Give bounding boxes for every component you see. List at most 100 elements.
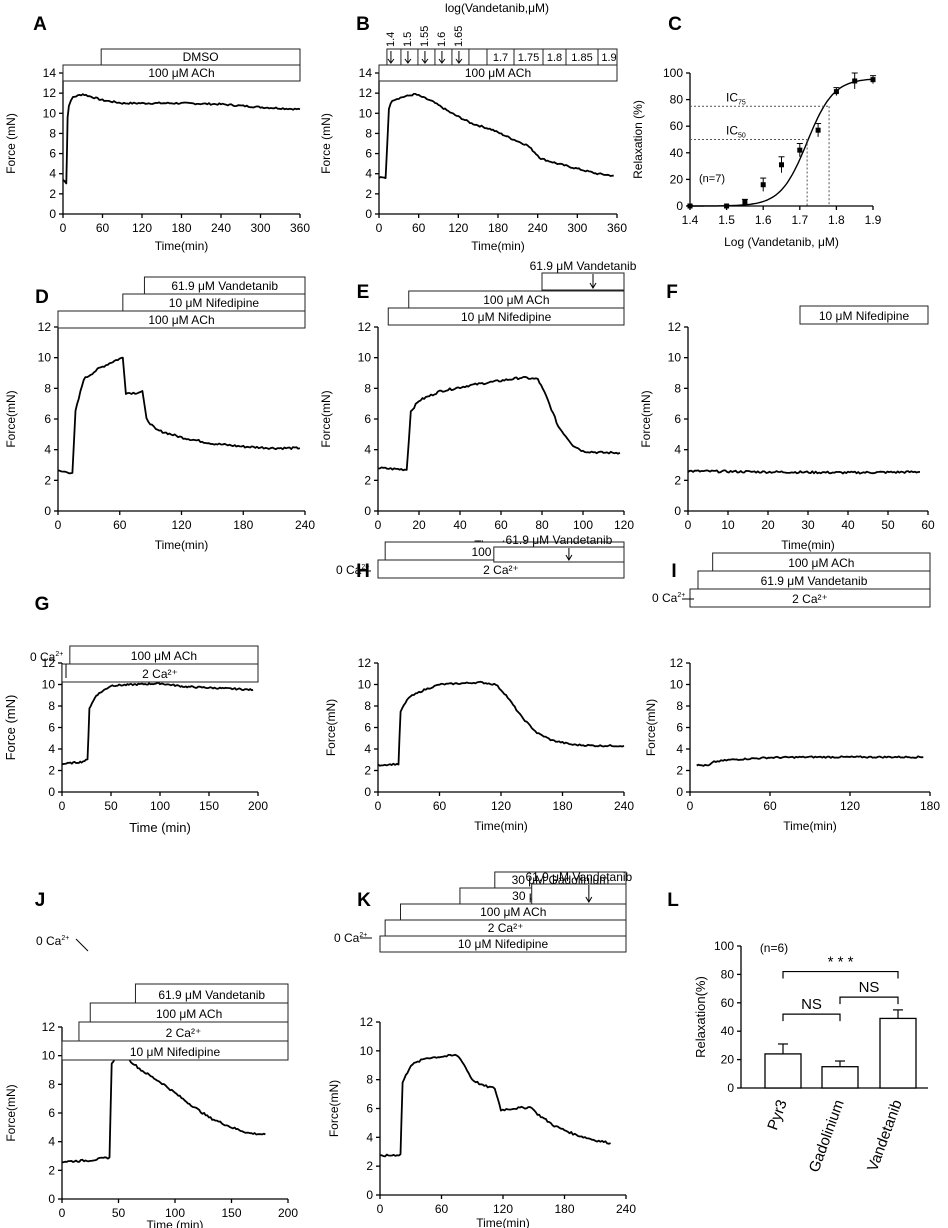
y-tick-label: 14	[359, 66, 373, 80]
ic-label: IC50	[726, 124, 746, 140]
data-point	[815, 127, 821, 133]
vandetanib-label: 61.9 μM Vandetanib	[525, 870, 632, 884]
x-tick-label: 20	[412, 518, 426, 532]
y-axis-label: Relaxation(%)	[693, 976, 708, 1058]
y-tick-label: 12	[360, 1015, 374, 1029]
y-tick-label: 4	[366, 1130, 373, 1144]
y-tick-label: 2	[366, 1159, 373, 1173]
y-axis-label: Force(mN)	[327, 1080, 341, 1137]
x-tick-label: 360	[607, 221, 627, 235]
x-tick-label: 50	[112, 1206, 126, 1220]
data-point	[742, 199, 748, 205]
y-axis-label: Force(mN)	[319, 390, 333, 447]
x-tick-label: 1.4	[682, 213, 699, 227]
treatment-bar	[689, 588, 931, 608]
data-point	[687, 203, 693, 209]
treatment-label: 2 Ca²⁺	[483, 563, 519, 577]
data-point	[724, 203, 730, 209]
y-tick-label: 0	[44, 504, 51, 518]
x-tick-label: 1.6	[755, 213, 772, 227]
y-tick-label: 8	[49, 126, 56, 140]
y-axis-label: Force(mN)	[4, 1084, 18, 1141]
y-tick-label: 8	[364, 699, 371, 713]
y-tick-label: 6	[48, 1106, 55, 1120]
x-tick-label: 40	[453, 518, 467, 532]
panel-label-G: G	[35, 594, 50, 615]
x-tick-label: 100	[165, 1206, 185, 1220]
zero-ca-arrow	[75, 938, 89, 952]
y-tick-label: 6	[364, 721, 371, 735]
treatment-label: 10 μM Nifedipine	[819, 309, 910, 323]
x-axis-label: Time(min)	[471, 239, 525, 253]
x-tick-label: 180	[554, 1202, 574, 1216]
dose-label: 1.4	[385, 32, 397, 47]
y-tick-label: 10	[43, 106, 57, 120]
y-tick-label: 14	[43, 66, 57, 80]
y-tick-label: 12	[668, 320, 682, 334]
y-axis-label: Force(mN)	[4, 390, 18, 447]
vandetanib-arrowhead	[589, 282, 597, 289]
ic-label-sub: 75	[738, 99, 746, 106]
x-tick-label: 120	[614, 518, 634, 532]
y-tick-label: 10	[38, 351, 52, 365]
panel-G-trace	[61, 681, 254, 766]
panel-I-trace	[696, 755, 924, 767]
n-label: (n=7)	[699, 173, 725, 185]
zero-ca-label-base: 0 Ca	[334, 931, 360, 945]
category-label: Gadolinium	[806, 1098, 848, 1175]
y-tick-label: 2	[48, 1163, 55, 1177]
x-tick-label: 240	[528, 221, 548, 235]
x-tick-label: 1.9	[865, 213, 882, 227]
x-tick-label: 240	[616, 1202, 636, 1216]
y-tick-label: 40	[670, 146, 684, 160]
y-tick-label: 10	[358, 678, 372, 692]
zero-ca-label: 0 Ca2+	[36, 934, 69, 948]
y-tick-label: 0	[727, 1081, 734, 1095]
panel-label-I: I	[671, 561, 676, 582]
data-point	[797, 147, 803, 153]
y-tick-label: 12	[38, 320, 52, 334]
panel-J-axes: 0 2 4 6 8 10 12 0 50 100 150 200 Time (min) Force(mN)	[4, 1020, 298, 1228]
x-tick-label: 120	[171, 518, 191, 532]
y-axis-label: Force (mN)	[3, 695, 18, 761]
treatment-label: 10 μM Nifedipine	[169, 296, 260, 310]
y-tick-label: 4	[48, 742, 55, 756]
y-tick-label: 12	[42, 656, 56, 670]
y-tick-label: 80	[721, 967, 735, 981]
x-tick-label: 150	[221, 1206, 241, 1220]
x-tick-label: 100	[150, 799, 170, 813]
y-tick-label: 8	[48, 699, 55, 713]
x-tick-label: 200	[248, 799, 268, 813]
x-tick-label: 30	[801, 518, 815, 532]
treatment-label: 2 Ca²⁺	[792, 592, 828, 606]
dose-box-label: 1.9	[601, 52, 616, 64]
y-tick-label: 4	[674, 443, 681, 457]
x-tick-label: 120	[493, 1202, 513, 1216]
x-tick-label: 60	[113, 518, 127, 532]
x-tick-label: 0	[60, 221, 67, 235]
y-tick-label: 10	[42, 678, 56, 692]
ic-label-sub: 50	[738, 133, 746, 140]
panel-label-E: E	[357, 282, 370, 303]
x-tick-label: 0	[377, 1202, 384, 1216]
y-tick-label: 6	[674, 412, 681, 426]
treatment-bar	[61, 1040, 289, 1061]
treatment-label: 61.9 μM Vandetanib	[158, 988, 265, 1002]
treatment-label: 61.9 μM Vandetanib	[171, 279, 278, 293]
panel-A-axes: 0 2 4 6 8 10 12 14 0 60 120 180 240 300 360 Time(min) Fo…	[4, 66, 310, 253]
vandetanib-label: 61.9 μM Vandetanib	[506, 533, 613, 547]
category-label: Vandetanib	[864, 1098, 906, 1174]
x-tick-label: 180	[552, 799, 572, 813]
x-tick-label: 40	[841, 518, 855, 532]
y-tick-label: 10	[42, 1049, 56, 1063]
panel-label-A: A	[33, 14, 47, 35]
y-tick-label: 40	[721, 1024, 735, 1038]
comparison-label: NS	[801, 996, 822, 1013]
y-tick-label: 8	[674, 381, 681, 395]
zero-ca-label: 0 Ca2+	[652, 591, 685, 605]
treatment-label: 2 Ca²⁺	[488, 921, 524, 935]
x-tick-label: 80	[535, 518, 549, 532]
y-tick-label: 12	[358, 320, 372, 334]
y-tick-label: 20	[721, 1053, 735, 1067]
